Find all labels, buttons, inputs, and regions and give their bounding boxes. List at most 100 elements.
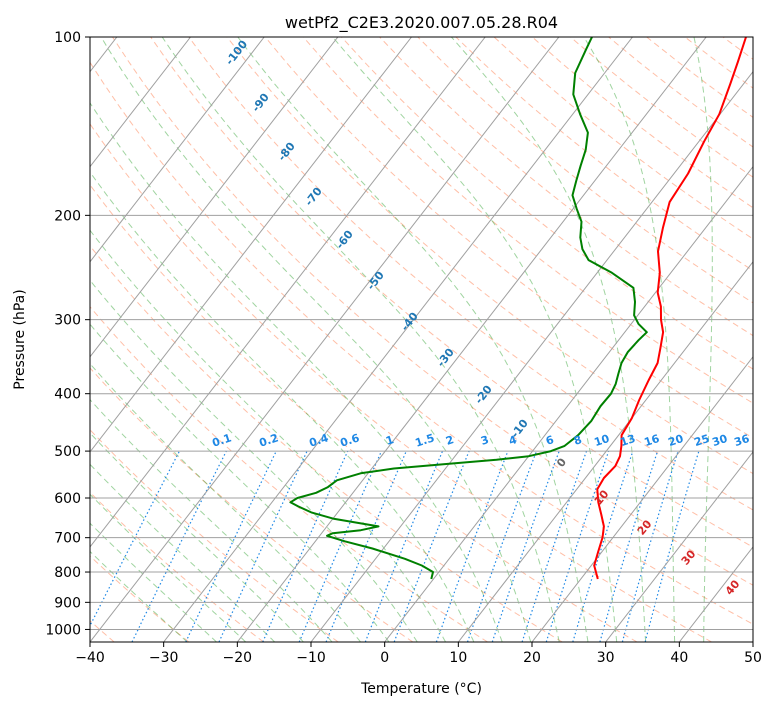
mixing-ratio-label: 20 (667, 432, 686, 449)
mixing-ratio-label: 0.2 (258, 431, 281, 449)
plot-frame (89, 36, 754, 643)
mixing-ratio-line (298, 450, 383, 642)
profile-series (289, 37, 747, 580)
mixing-ratio-line (364, 450, 444, 642)
moist-adiabat (90, 171, 475, 642)
x-tick-label: 50 (744, 650, 762, 666)
isotherm-line (310, 70, 753, 642)
y-tick-label: 300 (54, 313, 81, 329)
mixing-ratio-label: 0.4 (308, 431, 331, 449)
isotherm-line (90, 37, 560, 642)
isotherm-line (90, 37, 412, 453)
moist-adiabat (90, 102, 503, 642)
y-tick-label: 1000 (45, 622, 81, 638)
y-tick-label: 600 (54, 491, 81, 507)
x-tick-label: 40 (670, 650, 688, 666)
moist-adiabat (90, 398, 333, 642)
mixing-ratio-line (491, 450, 560, 642)
dry-adiabat (379, 37, 753, 337)
mixing-ratio-label: 8 (572, 433, 583, 448)
moist-adiabat (693, 37, 713, 642)
dry-adiabat (90, 184, 638, 642)
moist-adiabat (100, 37, 532, 642)
isotherm-line (384, 165, 753, 642)
isobar-grid (90, 37, 753, 630)
x-tick-label: −40 (75, 650, 105, 666)
x-tick-label: −20 (223, 650, 253, 666)
dry-adiabat (90, 555, 190, 642)
moist-adiabat (90, 432, 304, 642)
y-tick-label: 700 (54, 531, 81, 547)
mixing-ratio-line (545, 450, 610, 642)
mixing-ratio-line (262, 450, 349, 642)
mixing-ratio-label: 13 (619, 432, 638, 449)
y-tick-label: 100 (54, 30, 81, 46)
moist-adiabat (90, 363, 361, 642)
mixing-ratio-line (435, 450, 509, 642)
isotherm-line (90, 37, 191, 168)
mixing-ratio-line (621, 450, 679, 642)
x-tick-label: −30 (149, 650, 179, 666)
x-tick-label: 20 (523, 650, 541, 666)
plot-area: -100-90-80-70-60-50-40-30-20-10010203040… (90, 37, 753, 642)
moist-adiabat (90, 279, 418, 642)
isotherm-line (90, 37, 486, 548)
y-tick-label: 500 (54, 444, 81, 460)
x-tick-label: 0 (380, 650, 389, 666)
mixing-ratio-label: 6 (544, 433, 556, 448)
moist-adiabat (90, 463, 276, 642)
moist-adiabat (332, 37, 618, 642)
mixing-ratio-label: 36 (733, 432, 752, 449)
y-tick-label: 200 (54, 208, 81, 224)
dry-adiabat (226, 37, 753, 475)
mixing-ratio-label: 10 (593, 432, 612, 449)
isotherm-line (531, 356, 753, 642)
x-axis-label: Temperature (°C) (360, 681, 482, 697)
mixing-ratio-label: 4 (507, 433, 519, 448)
isotherm-line (457, 260, 753, 642)
x-tick-label: 10 (449, 650, 467, 666)
isotherm-line (605, 451, 753, 642)
mixing-ratio-line (599, 450, 659, 642)
dry-adiabat (90, 61, 753, 625)
dry-adiabat (112, 37, 753, 586)
mixing-ratio-line (325, 450, 407, 642)
moist-adiabat (90, 550, 188, 642)
dry-adiabat (90, 428, 339, 642)
moist-adiabat (237, 37, 589, 642)
moist-adiabat (90, 229, 447, 642)
dry-adiabat (188, 37, 753, 511)
moist-adiabat (90, 522, 217, 642)
moist-adiabat (583, 37, 676, 642)
y-tick-label: 800 (54, 565, 81, 581)
dry-adiabat (341, 37, 753, 370)
mixing-ratio-label: 25 (693, 432, 712, 449)
mixing-ratio-label: 30 (711, 432, 730, 449)
mixing-ratio-label: 2 (444, 433, 455, 448)
mixing-ratio-label: 0.6 (339, 431, 362, 449)
moist-adiabat (90, 323, 390, 642)
isotherm-line (236, 37, 707, 642)
dry-adiabat (90, 245, 563, 642)
x-tick-label: 30 (597, 650, 615, 666)
mixing-ratio-line (466, 450, 538, 642)
mixing-ratio-line (521, 450, 588, 642)
isotherm-line (90, 37, 339, 358)
y-axis: 100 200 300 400 500 600 700 800 900 1000 (45, 30, 90, 638)
moist-adiabat (451, 37, 647, 642)
y-tick-label: 400 (54, 387, 81, 403)
dry-adiabat (90, 305, 488, 642)
isotherm-grid (90, 37, 753, 642)
mixing-ratio-label: 1.5 (414, 431, 437, 449)
moist-adiabats (90, 37, 713, 642)
x-axis: −40 −30 −20 −10 0 10 20 30 40 50 (75, 642, 762, 666)
y-tick-label: 900 (54, 595, 81, 611)
chart-title: wetPf2_C2E3.2020.007.05.28.R04 (285, 13, 558, 33)
moist-adiabat (90, 493, 247, 642)
dewpoint-profile (289, 37, 648, 580)
isotherm-line (90, 37, 265, 263)
mixing-ratio-line (572, 450, 634, 642)
x-tick-label: −10 (296, 650, 326, 666)
mixing-ratio-label: 1 (384, 433, 395, 448)
